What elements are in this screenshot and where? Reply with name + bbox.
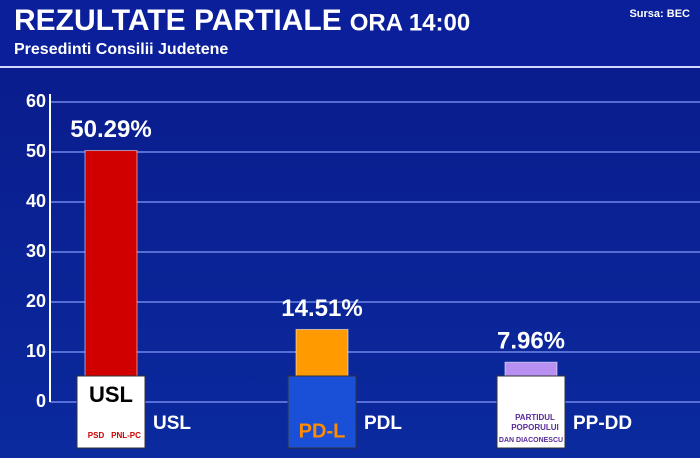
y-tick-label: 30 [26, 241, 46, 261]
logo-text: USL [89, 382, 133, 407]
subtitle: Presedinti Consilii Judetene [14, 41, 228, 58]
value-label: 7.96% [497, 328, 565, 355]
logo-text: PARTIDUL [515, 413, 555, 422]
value-label: 14.51% [281, 295, 362, 322]
value-label: 50.29% [70, 116, 151, 143]
logo-text: PD-L [299, 420, 346, 442]
y-tick-label: 40 [26, 191, 46, 211]
chart-title: REZULTATE PARTIALE [14, 4, 342, 37]
logo-text: PNL-PC [111, 431, 141, 440]
logo-box [287, 375, 357, 449]
party-logo: PD-L [287, 375, 357, 449]
y-tick-label: 60 [26, 91, 46, 111]
y-tick-label: 10 [26, 341, 46, 361]
logo-box [496, 375, 566, 449]
title-suffix: ORA 14:00 [350, 9, 471, 36]
y-tick-label: 50 [26, 141, 46, 161]
bar [84, 150, 138, 403]
y-tick-label: 20 [26, 291, 46, 311]
logo-text: POPORULUI [511, 423, 559, 432]
y-tick-label: 0 [36, 391, 46, 411]
header [0, 0, 700, 66]
party-logo: USL PSD PNL-PC [76, 375, 146, 449]
x-tick-label: USL [153, 413, 191, 434]
x-tick-label: PP-DD [573, 413, 632, 434]
logo-box [76, 375, 146, 449]
source: Sursa: BEC [629, 8, 690, 20]
logo-text: DAN DIACONESCU [499, 437, 563, 444]
x-tick-label: PDL [364, 413, 402, 434]
logo-text: PSD [88, 431, 105, 440]
